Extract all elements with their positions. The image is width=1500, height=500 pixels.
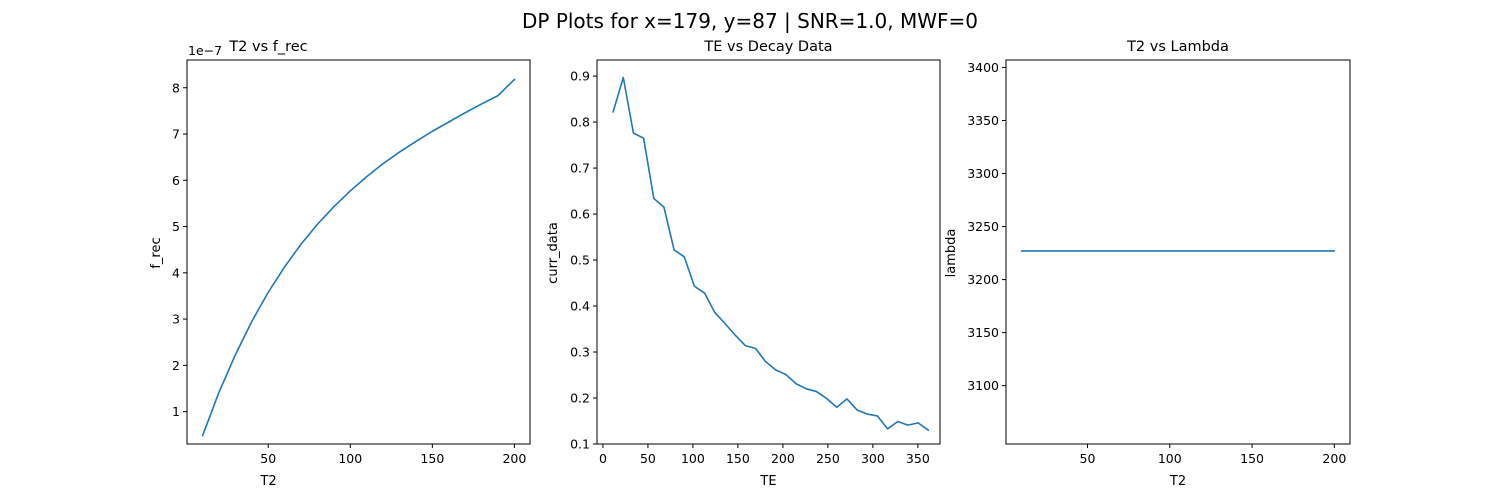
y-tick-label: 3200	[967, 272, 999, 287]
y-tick-label: 3350	[967, 113, 999, 128]
y-tick-label: 5	[172, 219, 180, 234]
y-tick-label: 3150	[967, 325, 999, 340]
x-tick-label: 50	[260, 451, 276, 466]
subplot-te-vs-decay-data: TE vs Decay Data TE curr_data 0 50 100 150 2…	[546, 39, 941, 489]
subplot-title: TE vs Decay Data	[703, 39, 832, 55]
subplot-t2-vs-lambda: T2 vs Lambda T2 lambda 50 100 150 200 3100 31…	[944, 39, 1351, 489]
y-tick-label: 3100	[967, 378, 999, 393]
y-axis-label: lambda	[944, 229, 959, 278]
figure-suptitle: DP Plots for x=179, y=87 | SNR=1.0, MWF=…	[522, 9, 978, 33]
x-tick-label: 150	[726, 451, 750, 466]
y-axis-offset-text: 1e−7	[188, 43, 222, 58]
y-tick-label: 3300	[967, 166, 999, 181]
y-tick-label: 0.7	[570, 161, 590, 176]
axes-frame	[596, 59, 941, 445]
y-tick-label: 0.5	[570, 253, 590, 268]
axes-frame	[186, 59, 531, 445]
x-tick-label: 50	[1080, 451, 1096, 466]
y-tick-label: 0.2	[570, 391, 590, 406]
x-axis-label: T2	[259, 474, 276, 489]
x-axis-label: TE	[759, 474, 776, 489]
x-axis-label: T2	[1169, 474, 1186, 489]
x-tick-label: 150	[1240, 451, 1264, 466]
x-tick-label: 50	[640, 451, 656, 466]
y-axis-label: curr_data	[546, 222, 561, 284]
y-tick-label: 2	[172, 358, 180, 373]
y-tick-label: 0.4	[570, 299, 590, 314]
x-tick-label: 200	[1322, 451, 1346, 466]
y-tick-label: 3	[172, 312, 180, 327]
x-tick-label: 200	[502, 451, 526, 466]
y-tick-label: 0.8	[570, 115, 590, 130]
y-tick-label: 3250	[967, 219, 999, 234]
x-tick-label: 0	[599, 451, 607, 466]
axes-frame	[1005, 59, 1351, 445]
y-tick-label: 0.3	[570, 345, 590, 360]
y-tick-label: 8	[172, 80, 180, 95]
y-tick-label: 1	[172, 404, 180, 419]
y-tick-label: 3400	[967, 60, 999, 75]
x-tick-label: 100	[1158, 451, 1182, 466]
y-tick-label: 0.9	[570, 69, 590, 84]
y-axis-label: f_rec	[149, 237, 164, 268]
x-tick-label: 100	[681, 451, 705, 466]
x-tick-label: 150	[420, 451, 444, 466]
series-line-0	[201, 78, 516, 437]
y-tick-label: 7	[172, 127, 180, 142]
x-tick-label: 200	[771, 451, 795, 466]
x-tick-label: 350	[906, 451, 930, 466]
series-line-0	[612, 76, 930, 432]
y-tick-label: 0.1	[570, 437, 590, 452]
subplot-t2-vs-f-rec: T2 vs f_rec T2 f_rec 1e−7 50 100 150 200 1 2 3…	[149, 39, 531, 489]
y-tick-label: 0.6	[570, 207, 590, 222]
y-tick-label: 4	[172, 265, 180, 280]
subplot-title: T2 vs Lambda	[1126, 39, 1229, 55]
y-tick-label: 6	[172, 173, 180, 188]
x-tick-label: 250	[816, 451, 840, 466]
x-tick-label: 100	[338, 451, 362, 466]
subplot-title: T2 vs f_rec	[228, 39, 307, 55]
x-tick-label: 300	[861, 451, 885, 466]
